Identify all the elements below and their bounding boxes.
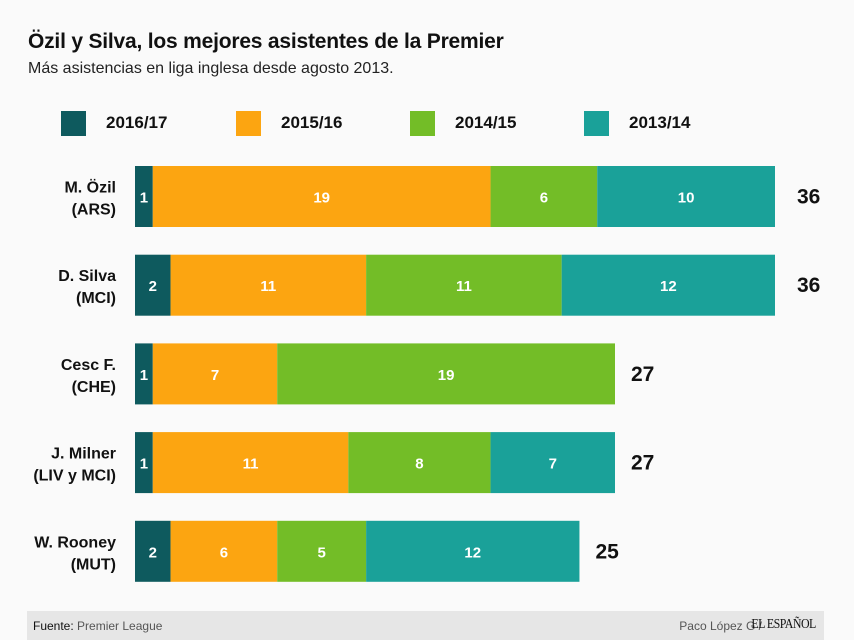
chart-subtitle: Más asistencias en liga inglesa desde ag… — [28, 60, 394, 77]
bar-segment — [135, 520, 171, 582]
player-name-label: M. Özil — [64, 178, 116, 197]
player-name-label: Cesc F. — [61, 357, 116, 374]
team-label: (MCI) — [76, 290, 116, 307]
team-label: (LIV y MCI) — [33, 468, 116, 485]
legend-item-2013-14: 2013/14 — [584, 110, 690, 136]
bar-segment — [152, 166, 491, 227]
legend: 2016/17 2015/16 2014/15 2013/14 — [0, 110, 854, 140]
segment-value-label: 7 — [211, 367, 219, 384]
team-label: (CHE) — [72, 379, 116, 396]
bar-segment — [597, 166, 775, 227]
team-label: (MUT) — [71, 556, 116, 573]
legend-label: 2015/16 — [281, 113, 343, 132]
legend-swatch — [584, 110, 609, 136]
bar-segment — [277, 343, 615, 405]
legend-item-2014-15: 2014/15 — [410, 110, 516, 136]
source-text: Fuente: Premier League — [33, 619, 162, 633]
bar-segment — [135, 343, 153, 405]
chart-title: Özil y Silva, los mejores asistentes de … — [28, 30, 504, 53]
bar-segment — [135, 432, 153, 494]
total-value-label: 25 — [595, 540, 619, 563]
team-label: (ARS) — [72, 202, 116, 219]
bar-segment — [366, 520, 580, 582]
bar-segment — [348, 432, 491, 494]
segment-value-label: 11 — [260, 278, 276, 295]
segment-value-label: 1 — [140, 367, 148, 384]
segment-value-label: 11 — [243, 456, 259, 473]
bar-segment — [561, 254, 775, 316]
bar-segment — [277, 520, 367, 582]
bar-segment — [366, 254, 562, 316]
total-value-label: 36 — [797, 186, 820, 209]
bar-segment — [135, 254, 171, 316]
player-name-label: D. Silva — [58, 268, 116, 285]
segment-value-label: 19 — [313, 190, 330, 207]
source-value: Premier League — [77, 619, 163, 633]
segment-value-label: 6 — [220, 544, 228, 561]
legend-label: 2013/14 — [629, 113, 691, 132]
bar-segment — [170, 254, 367, 316]
bar-row: D. Silva (MCI) 2 11 11 12 36 — [58, 254, 820, 316]
legend-label: 2016/17 — [106, 113, 168, 132]
segment-value-label: 19 — [438, 367, 455, 384]
footer: Fuente: Premier League Paco López G / EL… — [27, 611, 824, 640]
brand-logo: EL ESPAÑOL — [751, 617, 817, 632]
segment-value-label: 1 — [140, 190, 148, 207]
bar-segment — [135, 166, 153, 227]
bar-segment — [490, 166, 598, 227]
legend-item-2016-17: 2016/17 — [61, 110, 167, 136]
segment-value-label: 11 — [456, 278, 472, 295]
legend-swatch — [61, 110, 86, 136]
bar-segment — [152, 343, 278, 405]
segment-value-label: 2 — [149, 278, 157, 295]
segment-value-label: 6 — [540, 190, 548, 207]
bar-segment — [490, 432, 615, 494]
source-label: Fuente: — [33, 619, 74, 633]
legend-swatch — [410, 110, 435, 136]
segment-value-label: 8 — [415, 456, 423, 473]
bar-segment — [152, 432, 349, 494]
legend-item-2015-16: 2015/16 — [236, 110, 342, 136]
total-value-label: 27 — [631, 452, 654, 475]
segment-value-label: 10 — [678, 190, 695, 207]
bar-segment — [170, 520, 278, 582]
total-value-label: 27 — [631, 363, 654, 386]
player-name-label: J. Milner — [51, 446, 116, 463]
total-value-label: 36 — [797, 274, 820, 297]
bar-row: J. Milner(LIV y MCI)1 11 8 7 27 — [33, 432, 654, 494]
segment-value-label: 7 — [549, 456, 557, 473]
author-credit: Paco López G / — [679, 619, 762, 633]
bar-row: W. Rooney (MUT) 2 6 5 12 25 — [34, 520, 619, 582]
stacked-bar-chart: M. Özil(ARS)1 19 6 10 36D. Silva(MCI)2 11 11 12… — [33, 166, 820, 582]
segment-value-label: 12 — [660, 278, 677, 295]
player-name-label: W. Rooney — [34, 534, 116, 551]
bar-row: M. Özil (ARS) 1 19 6 10 36 — [64, 166, 820, 227]
segment-value-label: 5 — [317, 544, 325, 561]
legend-label: 2014/15 — [455, 113, 517, 132]
segment-value-label: 2 — [149, 544, 157, 561]
bar-row: Cesc F. (CHE) 1 7 19 27 — [61, 343, 654, 405]
segment-value-label: 12 — [464, 544, 481, 561]
segment-value-label: 1 — [140, 456, 148, 473]
legend-swatch — [236, 110, 261, 136]
